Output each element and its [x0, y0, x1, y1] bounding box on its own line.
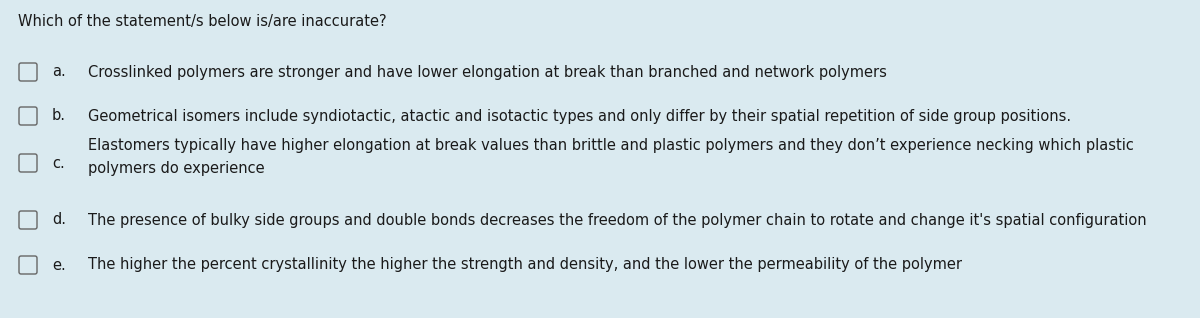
Text: e.: e.	[52, 258, 66, 273]
Text: Geometrical isomers include syndiotactic, atactic and isotactic types and only d: Geometrical isomers include syndiotactic…	[88, 108, 1072, 123]
Text: b.: b.	[52, 108, 66, 123]
Text: Elastomers typically have higher elongation at break values than brittle and pla: Elastomers typically have higher elongat…	[88, 138, 1134, 176]
Text: The presence of bulky side groups and double bonds decreases the freedom of the : The presence of bulky side groups and do…	[88, 212, 1147, 227]
Text: Which of the statement/s below is/are inaccurate?: Which of the statement/s below is/are in…	[18, 14, 386, 29]
Text: The higher the percent crystallinity the higher the strength and density, and th: The higher the percent crystallinity the…	[88, 258, 962, 273]
Text: a.: a.	[52, 65, 66, 80]
Text: Crosslinked polymers are stronger and have lower elongation at break than branch: Crosslinked polymers are stronger and ha…	[88, 65, 887, 80]
Text: d.: d.	[52, 212, 66, 227]
Text: c.: c.	[52, 156, 65, 170]
